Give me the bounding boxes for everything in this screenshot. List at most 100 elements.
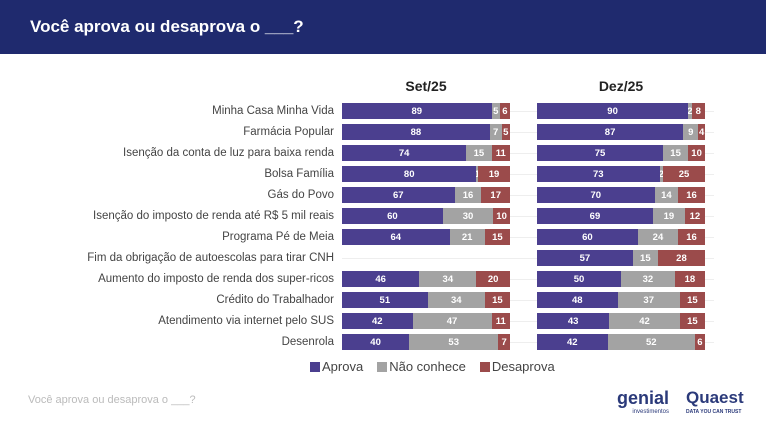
- gridline: [342, 321, 714, 322]
- bar-row: 74 15 11: [342, 145, 510, 161]
- bar-segment-n-o-conhece: 53: [409, 334, 499, 350]
- category-label: Farmácia Popular: [243, 126, 334, 138]
- bar-segment-aprova: 74: [342, 145, 467, 161]
- bar-segment-n-o-conhece: 34: [419, 271, 477, 287]
- bar-segment-aprova: 64: [342, 229, 450, 245]
- bar-segment-n-o-conhece: 30: [442, 208, 494, 224]
- category-label: Aumento do imposto de renda dos super-ri…: [98, 273, 334, 285]
- bar-segment-n-o-conhece: 42: [609, 313, 680, 329]
- bar-segment-desaprova: 12: [684, 208, 705, 224]
- bar-row: 51 34 15: [342, 292, 510, 308]
- bar-segment-desaprova: 11: [491, 145, 510, 161]
- bar-segment-desaprova: 25: [662, 166, 705, 182]
- category-label: Isenção da conta de luz para baixa renda: [123, 147, 334, 159]
- bar-row: 42 52 6: [537, 334, 705, 350]
- bar-segment-desaprova: 16: [678, 187, 705, 203]
- bar-segment-aprova: 88: [342, 124, 490, 140]
- bar-row: 40 53 7: [342, 334, 510, 350]
- bar-segment-n-o-conhece: 21: [449, 229, 485, 245]
- legend-desaprova: Desaprova: [479, 359, 555, 374]
- bar-segment-n-o-conhece: 52: [607, 334, 695, 350]
- bar-segment-aprova: 70: [537, 187, 655, 203]
- bar-row: 90 2 8: [537, 103, 705, 119]
- bar-segment-n-o-conhece: 15: [663, 145, 689, 161]
- gridline: [342, 195, 714, 196]
- bar-row: 67 16 17: [342, 187, 510, 203]
- bar-segment-n-o-conhece: 19: [652, 208, 685, 224]
- gridline: [342, 237, 714, 238]
- bar-segment-desaprova: 10: [688, 145, 705, 161]
- bar-segment-desaprova: 15: [679, 313, 705, 329]
- category-label: Bolsa Família: [264, 168, 334, 180]
- bar-row: 75 15 10: [537, 145, 705, 161]
- bar-row: 57 15 28: [537, 250, 705, 266]
- bar-segment-aprova: 46: [342, 271, 420, 287]
- bar-segment-desaprova: 6: [499, 103, 510, 119]
- panel-title: Set/25: [405, 78, 447, 94]
- bar-segment-n-o-conhece: 34: [427, 292, 485, 308]
- bar-segment-n-o-conhece: 37: [617, 292, 680, 308]
- bar-segment-desaprova: 18: [674, 271, 705, 287]
- bar-segment-desaprova: 28: [657, 250, 705, 266]
- genial-logo: genial investimentos: [617, 388, 670, 415]
- bar-segment-n-o-conhece: 1: [476, 166, 479, 182]
- bar-row: 43 42 15: [537, 313, 705, 329]
- gridline: [342, 174, 714, 175]
- bar-segment-desaprova: 6: [694, 334, 705, 350]
- bar-row: 60 24 16: [537, 229, 705, 245]
- bar-segment-n-o-conhece: 15: [466, 145, 492, 161]
- bar-segment-aprova: 42: [342, 313, 413, 329]
- bar-segment-aprova: 40: [342, 334, 410, 350]
- bar-segment-desaprova: 8: [691, 103, 705, 119]
- bar-segment-n-o-conhece: 47: [412, 313, 492, 329]
- gridline: [342, 258, 714, 259]
- category-label: Minha Casa Minha Vida: [212, 105, 334, 117]
- bar-segment-aprova: 51: [342, 292, 428, 308]
- bar-row: 69 19 12: [537, 208, 705, 224]
- bar-segment-desaprova: 19: [478, 166, 510, 182]
- bar-segment-desaprova: 20: [476, 271, 510, 287]
- gridline: [342, 111, 714, 112]
- legend: Aprova Não conhece Desaprova: [310, 359, 555, 374]
- bar-row: 46 34 20: [342, 271, 510, 287]
- bar-row: 80119: [342, 166, 510, 182]
- gridline: [342, 279, 714, 280]
- gridline: [342, 216, 714, 217]
- category-label: Atendimento via internet pelo SUS: [158, 315, 334, 327]
- header-banner: Você aprova ou desaprova o ___?: [0, 0, 766, 54]
- bar-segment-n-o-conhece: 2: [688, 103, 692, 119]
- bar-segment-n-o-conhece: 32: [621, 271, 675, 287]
- gridline: [342, 300, 714, 301]
- bar-row: 64 21 15: [342, 229, 510, 245]
- bar-segment-desaprova: 15: [679, 292, 705, 308]
- bar-segment-n-o-conhece: 16: [454, 187, 482, 203]
- bar-row: 42 47 11: [342, 313, 510, 329]
- category-label: Crédito do Trabalhador: [216, 294, 334, 306]
- bar-segment-aprova: 50: [537, 271, 621, 287]
- bar-segment-aprova: 60: [537, 229, 638, 245]
- bar-segment-desaprova: 11: [491, 313, 510, 329]
- bar-segment-aprova: 89: [342, 103, 492, 119]
- bar-row: 48 37 15: [537, 292, 705, 308]
- bar-segment-aprova: 73: [537, 166, 660, 182]
- bar-segment-n-o-conhece: 5: [491, 103, 500, 119]
- page-title: Você aprova ou desaprova o ___?: [30, 17, 304, 36]
- bar-segment-aprova: 67: [342, 187, 455, 203]
- category-label: Gás do Povo: [267, 189, 334, 201]
- bar-segment-aprova: 43: [537, 313, 610, 329]
- bar-row: 70 14 16: [537, 187, 705, 203]
- footer-text: Você aprova ou desaprova o ___?: [28, 394, 196, 406]
- gridline: [342, 342, 714, 343]
- bar-segment-desaprova: 7: [498, 334, 510, 350]
- bar-segment-n-o-conhece: 24: [637, 229, 679, 245]
- category-label: Isenção do imposto de renda até R$ 5 mil…: [93, 210, 334, 222]
- bar-segment-desaprova: 5: [501, 124, 510, 140]
- bar-row: 50 32 18: [537, 271, 705, 287]
- bar-segment-n-o-conhece: 14: [654, 187, 679, 203]
- bar-segment-aprova: 90: [537, 103, 689, 119]
- bar-segment-aprova: 57: [537, 250, 633, 266]
- bar-row: 89 5 6: [342, 103, 510, 119]
- bar-segment-desaprova: 16: [678, 229, 705, 245]
- bar-segment-desaprova: 4: [698, 124, 705, 140]
- bar-row: 88 7 5: [342, 124, 510, 140]
